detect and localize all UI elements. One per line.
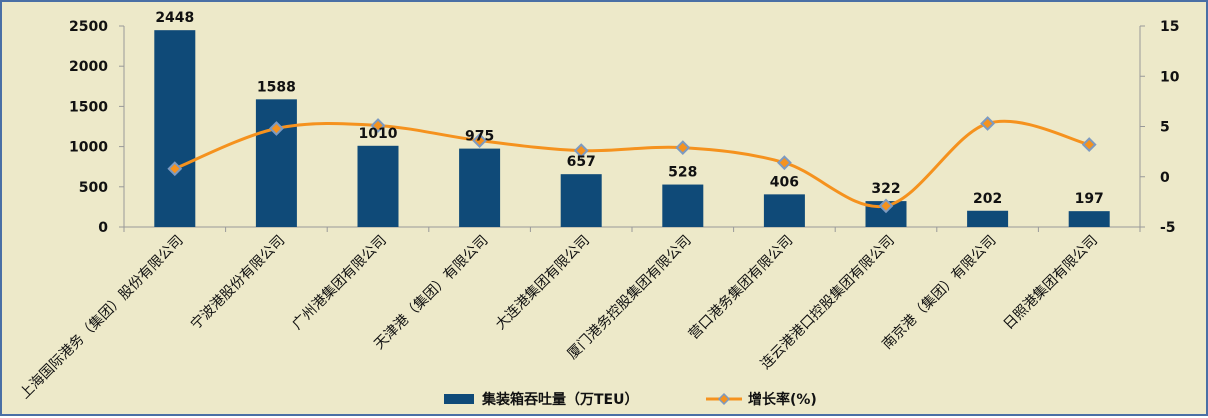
- y-left-tick-label: 0: [98, 220, 108, 236]
- bar: [967, 210, 1009, 227]
- bar: [662, 184, 704, 227]
- y-left-tick-label: 2500: [69, 19, 108, 35]
- legend-bar-swatch: [444, 394, 474, 404]
- growth-rate-point: [472, 133, 488, 148]
- bar: [1068, 211, 1110, 227]
- y-right-tick-label: 5: [1160, 120, 1170, 136]
- x-category-label: 南京港（集团）有限公司: [879, 232, 1000, 353]
- legend-line-label: 增长率(%): [748, 391, 817, 408]
- bar-data-label: 975: [465, 129, 494, 145]
- growth-rate-point: [573, 143, 589, 159]
- x-category-label: 营口港务集团有限公司: [685, 232, 796, 343]
- bar-data-label: 322: [871, 181, 900, 197]
- bar-data-label: 1010: [359, 126, 398, 142]
- growth-rate-line: [174, 119, 1090, 209]
- growth-rate-point: [1081, 137, 1097, 153]
- bar: [459, 148, 501, 227]
- y-left-tick-label: 1000: [69, 140, 108, 156]
- y-right-tick-label: 0: [1160, 170, 1170, 186]
- bar: [255, 99, 297, 227]
- growth-rate-point: [776, 155, 792, 171]
- growth-rate-point: [370, 118, 386, 133]
- growth-rate-point: [675, 140, 691, 156]
- bar-data-label: 657: [567, 154, 596, 170]
- bar-data-label: 2448: [155, 10, 194, 26]
- x-category-label: 日照港集团有限公司: [1000, 232, 1101, 333]
- bar-data-label: 197: [1075, 191, 1104, 207]
- y-right-tick-label: 15: [1160, 19, 1179, 35]
- x-category-label: 天津港（集团）有限公司: [371, 232, 492, 353]
- bar: [560, 174, 602, 227]
- bar-data-label: 1588: [257, 79, 296, 95]
- y-left-tick-label: 2000: [69, 59, 108, 75]
- bar-data-label: 528: [668, 165, 697, 181]
- x-category-label: 宁波港股份有限公司: [187, 232, 288, 333]
- y-left-tick-label: 1500: [69, 99, 108, 115]
- growth-rate-point: [878, 198, 894, 214]
- y-left-tick-label: 500: [79, 180, 108, 196]
- x-category-label: 上海国际港务（集团）股份有限公司: [16, 232, 186, 402]
- bar: [763, 194, 805, 227]
- y-right-tick-label: -5: [1160, 220, 1176, 236]
- bar-data-label: 406: [770, 174, 799, 190]
- legend-bar-label: 集装箱吞吐量（万TEU）: [481, 391, 638, 408]
- growth-rate-point: [268, 121, 284, 136]
- x-category-label: 大连港集团有限公司: [492, 232, 593, 333]
- growth-rate-point: [980, 116, 996, 131]
- x-category-label: 广州港集团有限公司: [289, 232, 390, 333]
- y-right-tick-label: 10: [1160, 69, 1180, 85]
- bar: [154, 30, 196, 227]
- bar: [357, 145, 399, 227]
- bar-data-label: 202: [973, 191, 1002, 207]
- growth-rate-point: [167, 161, 183, 177]
- legend-line-marker: [717, 392, 731, 406]
